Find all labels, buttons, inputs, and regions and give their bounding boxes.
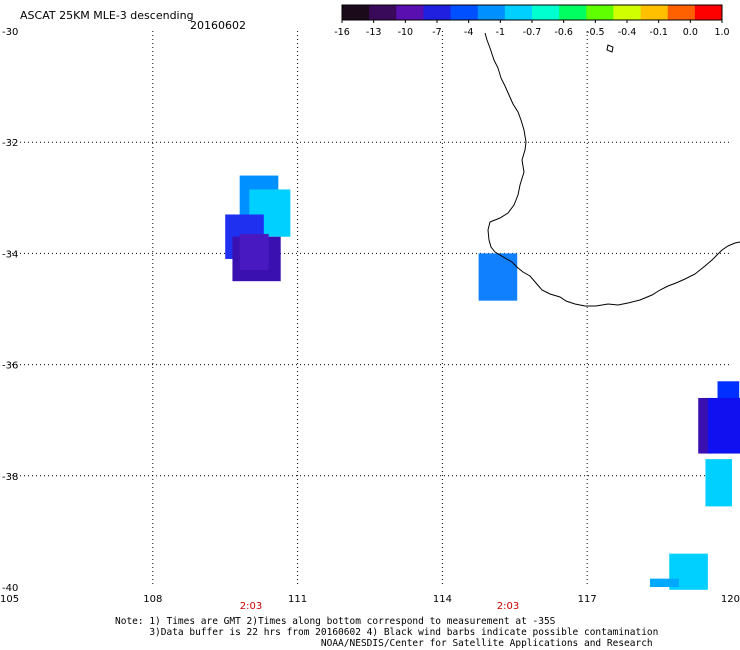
colorbar-label: -0.7 [523,27,542,38]
colorbar-swatch [423,5,452,20]
lat-labels: -30 -32 -34 -36 -38 -40 [2,27,18,594]
colorbar-label: -0.1 [649,27,668,38]
data-cell [478,253,518,301]
lon-label: 111 [288,594,307,605]
data-cell [649,578,679,587]
footnote-line-1: Note: 1) Times are GMT 2)Times along bot… [115,616,556,627]
time-label: 2:03 [497,601,519,612]
time-labels: 2:03 2:03 [240,601,519,612]
colorbar-label: -16 [334,27,350,38]
colorbar-label: -4 [464,27,473,38]
colorbar-swatch [342,5,370,20]
colorbar-label: -13 [366,27,382,38]
colorbar-swatch [396,5,424,20]
lat-label: -38 [2,472,18,483]
colorbar-swatch [477,5,506,20]
lat-lon-grid [8,31,732,587]
colorbar-swatch [667,5,696,20]
data-cell [239,233,269,271]
colorbar-swatch [586,5,614,20]
lon-labels: 105 108 111 114 117 120 [0,594,740,605]
lon-label: 120 [721,594,740,605]
colorbar-label: -0.4 [618,27,637,38]
lon-label: 105 [0,594,19,605]
colorbar-label: -10 [398,27,414,38]
colorbar-label: -0.6 [554,27,573,38]
lat-label: -40 [2,583,18,594]
colorbar-swatch [694,5,723,20]
colorbar-swatch [559,5,587,20]
colorbar: -16 -13 -10 -7 -4 -1 -0.7 -0.6 -0.5 -0.4 -0.1 0.0 1.… [334,4,730,38]
colorbar-swatch [613,5,642,20]
plot-area [8,31,732,587]
data-cell [705,459,732,507]
time-label: 2:03 [240,601,262,612]
coastline [484,32,740,307]
footnote: Note: 1) Times are GMT 2)Times along bot… [115,616,658,649]
axis-frame [8,31,732,587]
colorbar-swatch [450,5,479,20]
lon-label: 114 [433,594,452,605]
colorbar-label: -1 [496,27,505,38]
lon-label: 108 [143,594,162,605]
colorbar-swatch [369,5,397,20]
lat-label: -32 [2,138,18,149]
data-cells [225,175,740,590]
colorbar-label: -0.5 [586,27,605,38]
chart-title: ASCAT 25KM MLE-3 descending [20,9,194,22]
colorbar-swatch [504,5,533,20]
data-cell [707,397,740,454]
colorbar-swatch [640,5,669,20]
colorbar-label: 0.0 [683,27,698,38]
coastline-island [606,44,614,53]
colorbar-swatch [532,5,560,20]
lat-label: -34 [2,249,18,260]
chart-date: 20160602 [190,19,246,32]
lat-label: -30 [2,27,18,38]
footnote-line-2: 3)Data buffer is 22 hrs from 20160602 4)… [115,627,659,638]
lon-label: 117 [578,594,597,605]
colorbar-label: -7 [432,27,441,38]
colorbar-label: 1.0 [714,27,729,38]
lat-label: -36 [2,361,18,372]
footnote-line-3: NOAA/NESDIS/Center for Satellite Applica… [115,638,653,649]
